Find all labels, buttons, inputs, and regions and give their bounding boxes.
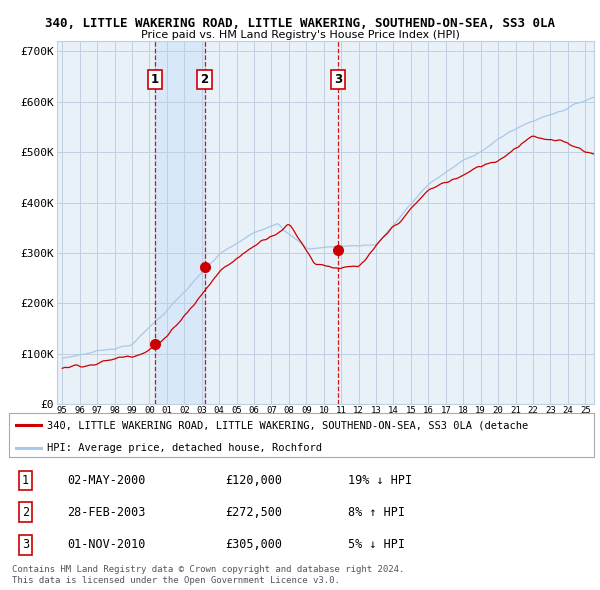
- Text: £305,000: £305,000: [226, 538, 283, 551]
- Bar: [155, 41, 205, 404]
- Text: 3: 3: [22, 538, 29, 551]
- Text: 02-MAY-2000: 02-MAY-2000: [67, 474, 146, 487]
- Text: 2: 2: [200, 73, 209, 86]
- Text: £272,500: £272,500: [226, 506, 283, 519]
- Text: 340, LITTLE WAKERING ROAD, LITTLE WAKERING, SOUTHEND-ON-SEA, SS3 0LA: 340, LITTLE WAKERING ROAD, LITTLE WAKERI…: [45, 17, 555, 30]
- Text: 3: 3: [334, 73, 342, 86]
- Text: HPI: Average price, detached house, Rochford: HPI: Average price, detached house, Roch…: [47, 442, 322, 453]
- Text: 28-FEB-2003: 28-FEB-2003: [67, 506, 146, 519]
- Text: 19% ↓ HPI: 19% ↓ HPI: [348, 474, 412, 487]
- Text: 340, LITTLE WAKERING ROAD, LITTLE WAKERING, SOUTHEND-ON-SEA, SS3 0LA (detache: 340, LITTLE WAKERING ROAD, LITTLE WAKERI…: [47, 421, 528, 430]
- Text: £120,000: £120,000: [226, 474, 283, 487]
- Text: 5% ↓ HPI: 5% ↓ HPI: [348, 538, 406, 551]
- Text: 1: 1: [22, 474, 29, 487]
- Text: Contains HM Land Registry data © Crown copyright and database right 2024.
This d: Contains HM Land Registry data © Crown c…: [12, 565, 404, 585]
- Text: 1: 1: [151, 73, 159, 86]
- Text: 8% ↑ HPI: 8% ↑ HPI: [348, 506, 406, 519]
- Text: 2: 2: [22, 506, 29, 519]
- Text: 01-NOV-2010: 01-NOV-2010: [67, 538, 146, 551]
- Text: Price paid vs. HM Land Registry's House Price Index (HPI): Price paid vs. HM Land Registry's House …: [140, 30, 460, 40]
